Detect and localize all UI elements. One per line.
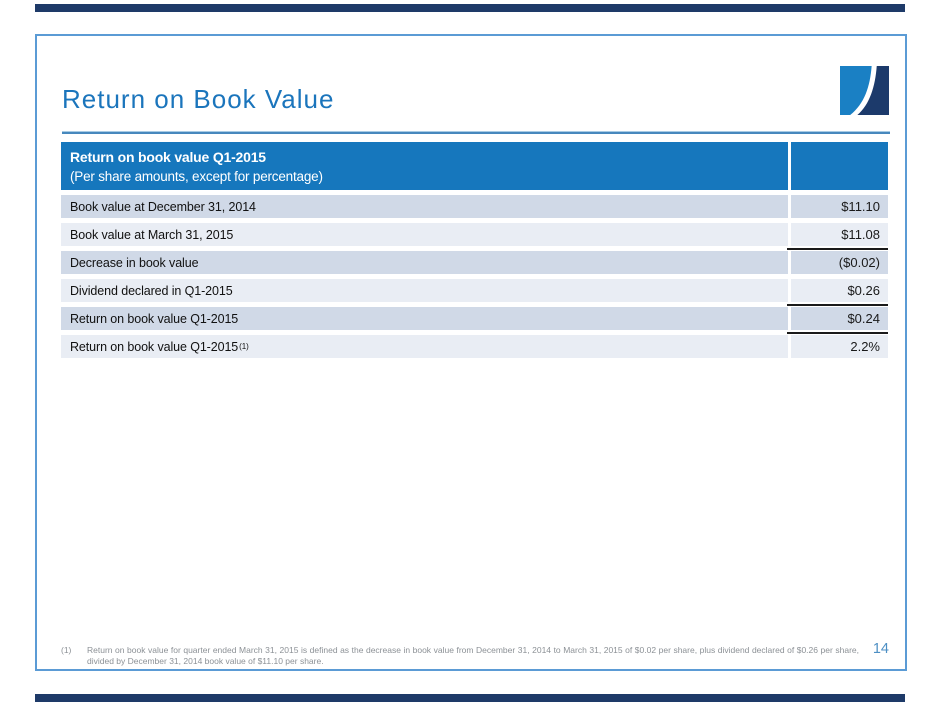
row-label: Book value at December 31, 2014	[61, 195, 788, 218]
row-value: ($0.02)	[791, 251, 888, 274]
row-value: $11.10	[791, 195, 888, 218]
table-row: Decrease in book value ($0.02)	[61, 251, 888, 274]
title-divider	[62, 131, 890, 134]
table-header-subtitle: (Per share amounts, except for percentag…	[70, 169, 323, 184]
row-label: Return on book value Q1-2015	[61, 307, 788, 330]
footnote-text: Return on book value for quarter ended M…	[87, 645, 859, 666]
page-number: 14	[872, 641, 889, 657]
row-label: Book value at March 31, 2015	[61, 223, 788, 246]
company-logo-icon	[840, 66, 889, 115]
table-row: Book value at December 31, 2014 $11.10	[61, 195, 888, 218]
table-header-row: Return on book value Q1-2015 (Per share …	[61, 142, 888, 190]
return-on-book-value-table: Return on book value Q1-2015 (Per share …	[61, 142, 888, 363]
table-row: Dividend declared in Q1-2015 $0.26	[61, 279, 888, 306]
top-accent-bar	[35, 4, 905, 12]
bottom-accent-bar	[35, 694, 905, 702]
footnote: (1) Return on book value for quarter end…	[61, 645, 861, 666]
slide-title: Return on Book Value	[62, 84, 335, 114]
row-label: Dividend declared in Q1-2015	[61, 279, 788, 302]
row-label: Return on book value Q1-2015 (1)	[61, 335, 788, 358]
table-header-title: Return on book value Q1-2015	[70, 149, 266, 165]
footnote-marker: (1)	[61, 645, 72, 655]
slide-frame: Return on Book Value Return on book valu…	[35, 34, 907, 671]
table-row: Return on book value Q1-2015 (1) 2.2%	[61, 335, 888, 358]
table-header-label-cell: Return on book value Q1-2015 (Per share …	[61, 142, 788, 190]
row-label-text: Return on book value Q1-2015	[70, 339, 239, 354]
table-header-value-cell	[791, 142, 888, 190]
row-label: Decrease in book value	[61, 251, 788, 274]
row-value: 2.2%	[791, 335, 888, 358]
row-value: $0.26	[787, 279, 888, 306]
table-row: Book value at March 31, 2015 $11.08	[61, 223, 888, 250]
row-value: $0.24	[787, 307, 888, 334]
row-value: $11.08	[787, 223, 888, 250]
table-row: Return on book value Q1-2015 $0.24	[61, 307, 888, 334]
table-body: Book value at December 31, 2014 $11.10 B…	[61, 195, 888, 358]
